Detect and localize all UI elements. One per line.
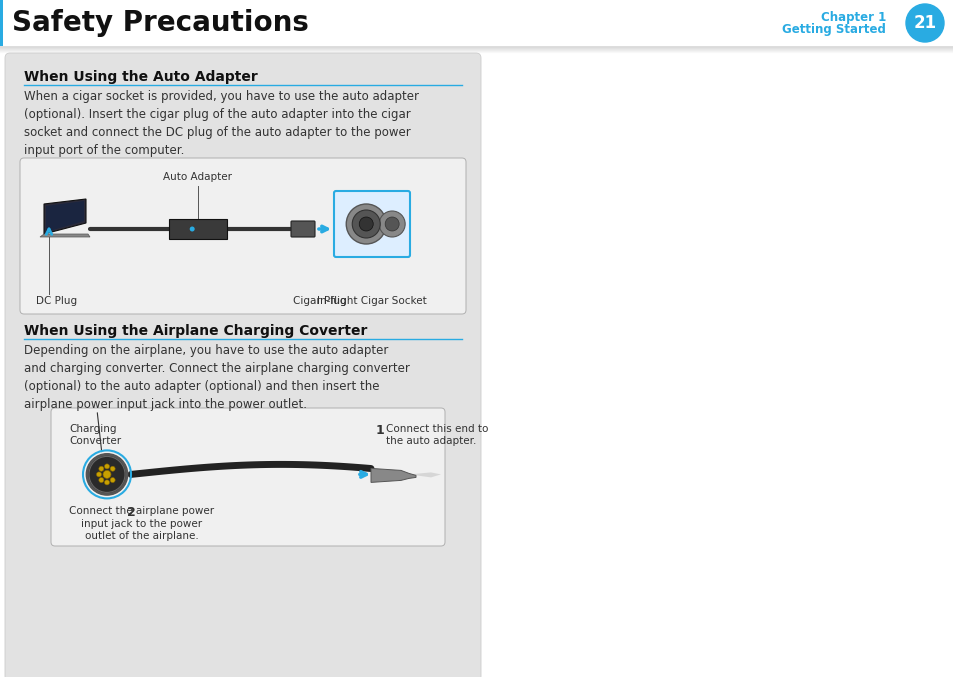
Text: 1: 1 bbox=[375, 424, 384, 437]
Text: Charging
Converter: Charging Converter bbox=[69, 424, 121, 446]
Polygon shape bbox=[371, 468, 416, 483]
Text: In-flight Cigar Socket: In-flight Cigar Socket bbox=[316, 296, 426, 306]
FancyBboxPatch shape bbox=[5, 53, 480, 677]
Circle shape bbox=[190, 227, 194, 232]
FancyBboxPatch shape bbox=[20, 158, 465, 314]
FancyBboxPatch shape bbox=[51, 408, 444, 546]
Circle shape bbox=[110, 477, 115, 483]
Circle shape bbox=[359, 217, 373, 231]
Text: Connect the airplane power
input jack to the power
outlet of the airplane.: Connect the airplane power input jack to… bbox=[69, 506, 213, 541]
Circle shape bbox=[87, 454, 127, 494]
Circle shape bbox=[99, 466, 104, 471]
Text: Auto Adapter: Auto Adapter bbox=[163, 172, 233, 182]
FancyBboxPatch shape bbox=[334, 191, 410, 257]
Circle shape bbox=[905, 4, 943, 42]
Bar bbox=[0, 0, 953, 46]
Polygon shape bbox=[409, 473, 440, 477]
Text: When Using the Auto Adapter: When Using the Auto Adapter bbox=[24, 70, 257, 84]
Circle shape bbox=[105, 464, 110, 469]
Text: When Using the Airplane Charging Coverter: When Using the Airplane Charging Coverte… bbox=[24, 324, 367, 338]
Text: Chapter 1: Chapter 1 bbox=[820, 12, 885, 24]
Text: When a cigar socket is provided, you have to use the auto adapter
(optional). In: When a cigar socket is provided, you hav… bbox=[24, 90, 418, 157]
Circle shape bbox=[105, 480, 110, 485]
Circle shape bbox=[99, 477, 104, 483]
Text: Getting Started: Getting Started bbox=[781, 22, 885, 35]
Text: Cigar Plug: Cigar Plug bbox=[293, 296, 346, 306]
Text: Safety Precautions: Safety Precautions bbox=[12, 9, 309, 37]
Circle shape bbox=[110, 466, 115, 471]
Polygon shape bbox=[44, 199, 86, 234]
Bar bbox=[169, 219, 227, 239]
Text: 21: 21 bbox=[912, 14, 936, 32]
Circle shape bbox=[385, 217, 398, 231]
Text: DC Plug: DC Plug bbox=[36, 296, 77, 306]
Circle shape bbox=[96, 472, 101, 477]
Circle shape bbox=[103, 471, 111, 479]
Text: 2: 2 bbox=[127, 506, 135, 519]
Bar bbox=[0, 0, 3, 46]
Circle shape bbox=[346, 204, 386, 244]
Polygon shape bbox=[40, 234, 90, 237]
Circle shape bbox=[352, 210, 380, 238]
FancyBboxPatch shape bbox=[291, 221, 314, 237]
Text: Connect this end to
the auto adapter.: Connect this end to the auto adapter. bbox=[386, 424, 488, 446]
Text: Depending on the airplane, you have to use the auto adapter
and charging convert: Depending on the airplane, you have to u… bbox=[24, 344, 410, 411]
Polygon shape bbox=[46, 201, 84, 232]
Circle shape bbox=[378, 211, 405, 237]
